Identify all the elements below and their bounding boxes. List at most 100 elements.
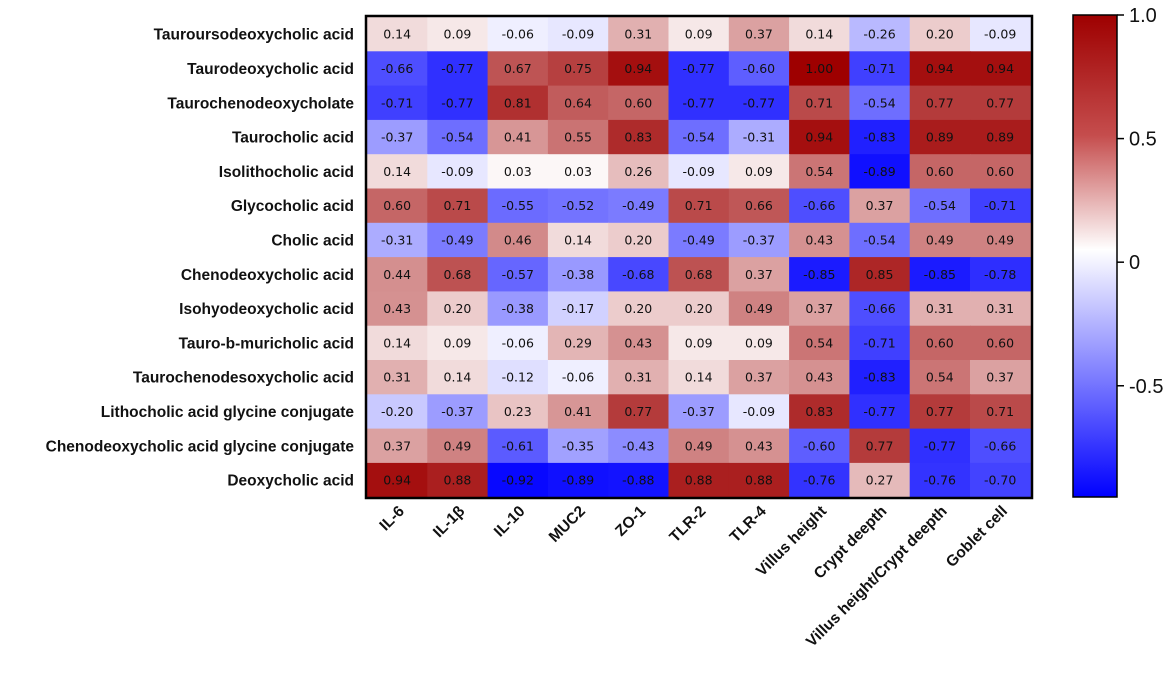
colorbar-gradient bbox=[1072, 14, 1118, 498]
heatmap-cell bbox=[728, 154, 790, 190]
heatmap-cell bbox=[608, 85, 670, 121]
row-label: Isolithocholic acid bbox=[219, 164, 354, 181]
cell-value-label: 0.20 bbox=[685, 301, 713, 316]
cell-value-label: 0.14 bbox=[685, 370, 713, 385]
heatmap-cell bbox=[728, 188, 790, 224]
heatmap-cell bbox=[789, 394, 850, 430]
cell-value-label: -0.54 bbox=[924, 198, 956, 213]
cell-value-label: -0.76 bbox=[924, 473, 956, 488]
heatmap-cell bbox=[849, 222, 911, 258]
cell-value-label: 0.94 bbox=[383, 473, 411, 488]
cell-value-label: 0.66 bbox=[745, 198, 773, 213]
heatmap-cell bbox=[608, 119, 670, 155]
heatmap-cell bbox=[789, 360, 850, 395]
cell-value-label: 0.43 bbox=[383, 301, 411, 316]
cell-value-label: 0.77 bbox=[926, 404, 954, 419]
heatmap-cell bbox=[668, 154, 730, 190]
heatmap-cell bbox=[909, 462, 971, 498]
cell-value-label: -0.71 bbox=[863, 61, 895, 76]
cell-value-label: 0.14 bbox=[383, 27, 411, 42]
cell-value-label: -0.43 bbox=[622, 438, 654, 453]
heatmap-cell bbox=[909, 257, 971, 292]
cell-value-label: -0.92 bbox=[502, 473, 534, 488]
heatmap-cell bbox=[909, 85, 971, 121]
heatmap-cell bbox=[427, 428, 489, 464]
heatmap-cell bbox=[789, 17, 850, 52]
row-label: Taurocholic acid bbox=[232, 130, 354, 147]
cell-value-label: 0.89 bbox=[986, 130, 1014, 145]
cell-value-label: 0.54 bbox=[805, 335, 833, 350]
heatmap-cell bbox=[487, 325, 549, 361]
cell-value-label: 0.41 bbox=[504, 130, 532, 145]
cell-value-label: -0.38 bbox=[562, 267, 594, 282]
heatmap-cell bbox=[608, 17, 670, 52]
cell-value-label: -0.60 bbox=[743, 61, 775, 76]
heatmap-cell bbox=[427, 154, 489, 190]
heatmap-cell bbox=[367, 291, 428, 327]
heatmap-cell bbox=[970, 394, 1031, 430]
heatmap-cell bbox=[367, 85, 428, 121]
cell-value-label: 0.09 bbox=[745, 335, 773, 350]
heatmap-cell bbox=[849, 428, 911, 464]
cell-value-label: 0.09 bbox=[685, 27, 713, 42]
heatmap-cells bbox=[367, 17, 1031, 498]
heatmap-cell bbox=[608, 462, 670, 498]
cell-value-label: -0.31 bbox=[743, 130, 775, 145]
cell-value-label: 0.37 bbox=[986, 370, 1014, 385]
cell-value-label: 0.14 bbox=[383, 164, 411, 179]
heatmap-cell bbox=[789, 291, 850, 327]
cell-value-label: 0.77 bbox=[866, 438, 894, 453]
cell-value-label: -0.54 bbox=[441, 130, 473, 145]
cell-value-label: -0.66 bbox=[803, 198, 835, 213]
heatmap-cell bbox=[728, 257, 790, 292]
heatmap-cell bbox=[547, 394, 609, 430]
cell-value-label: -0.89 bbox=[562, 473, 594, 488]
heatmap-cell bbox=[909, 51, 971, 87]
heatmap-cell bbox=[547, 360, 609, 395]
heatmap-cell bbox=[367, 17, 428, 52]
cell-value-label: 0.20 bbox=[624, 232, 652, 247]
cell-value-label: -0.77 bbox=[441, 95, 473, 110]
heatmap-cell bbox=[909, 222, 971, 258]
heatmap-cell bbox=[728, 394, 790, 430]
heatmap-cell bbox=[668, 360, 730, 395]
cell-value-label: 0.31 bbox=[624, 27, 652, 42]
cell-value-label: 0.83 bbox=[624, 130, 652, 145]
cell-value-label: -0.68 bbox=[622, 267, 654, 282]
cell-value-label: 0.03 bbox=[504, 164, 532, 179]
heatmap-cell bbox=[367, 325, 428, 361]
heatmap-cell bbox=[728, 325, 790, 361]
heatmap-cell bbox=[427, 462, 489, 498]
row-label: Deoxycholic acid bbox=[227, 473, 354, 490]
heatmap-cell bbox=[547, 51, 609, 87]
cell-value-label: 0.37 bbox=[745, 370, 773, 385]
heatmap-cell bbox=[668, 85, 730, 121]
cell-value-label: 0.27 bbox=[866, 473, 894, 488]
heatmap-cell bbox=[909, 428, 971, 464]
colorbar-tick-label: 0 bbox=[1129, 252, 1140, 274]
heatmap-cell bbox=[427, 222, 489, 258]
cell-value-label: 0.71 bbox=[805, 95, 833, 110]
colorbar-tick-label: -0.5 bbox=[1129, 376, 1163, 398]
heatmap-cell bbox=[909, 154, 971, 190]
cell-value-label: 0.77 bbox=[986, 95, 1014, 110]
heatmap-cell bbox=[789, 222, 850, 258]
colorbar-tick-label: 1.0 bbox=[1129, 5, 1157, 27]
heatmap-cell bbox=[487, 85, 549, 121]
cell-value-label: -0.57 bbox=[502, 267, 534, 282]
cell-value-label: -0.06 bbox=[502, 335, 534, 350]
heatmap-cell bbox=[668, 394, 730, 430]
cell-value-label: -0.49 bbox=[441, 232, 473, 247]
heatmap-cell bbox=[970, 119, 1031, 155]
heatmap-cell bbox=[849, 360, 911, 395]
heatmap-cell bbox=[427, 360, 489, 395]
cell-value-label: -0.66 bbox=[381, 61, 413, 76]
cell-value-label: -0.77 bbox=[743, 95, 775, 110]
heatmap-cell bbox=[789, 188, 850, 224]
heatmap-cell bbox=[547, 85, 609, 121]
heatmap-cell bbox=[367, 462, 428, 498]
heatmap-cell bbox=[547, 428, 609, 464]
heatmap-cell bbox=[608, 360, 670, 395]
cell-value-label: 0.55 bbox=[564, 130, 592, 145]
heatmap-cell bbox=[427, 188, 489, 224]
